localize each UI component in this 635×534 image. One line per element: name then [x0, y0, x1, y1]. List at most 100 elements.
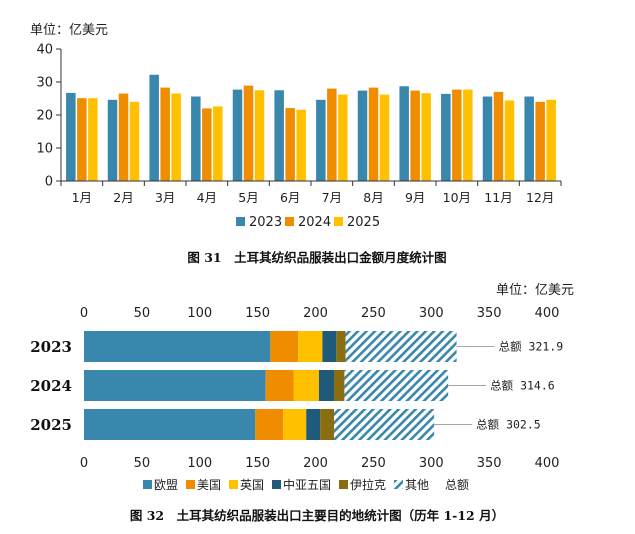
chart2-segment-其他 — [344, 370, 449, 401]
chart2-legend-label-美国: 美国 — [197, 478, 221, 492]
chart2-legend-swatch-伊拉克 — [339, 480, 348, 489]
chart2-segment-中亚五国 — [318, 370, 335, 401]
chart1-x-axis: 1月 2月 3月 4月 5月 6月 7月 8月 9月 10月 11月 12月 — [60, 180, 562, 205]
chart2-legend-swatch-其他 — [394, 480, 403, 489]
chart1-bar-2023 — [191, 96, 201, 181]
chart1-x-tick-label: 9月 — [405, 190, 425, 205]
chart1-bar-2024 — [243, 85, 254, 181]
chart2-top-tick-label: 300 — [419, 306, 444, 321]
chart1-x-tick-label: 3月 — [155, 190, 175, 205]
chart1-x-tick-label: 11月 — [484, 190, 512, 205]
chart1-x-tick-label: 6月 — [280, 190, 300, 205]
chart2-segment-欧盟 — [84, 331, 271, 362]
chart1-bar-2025 — [129, 101, 140, 181]
chart2-legend-label-英国: 英国 — [240, 478, 264, 492]
chart1-unit-label: 单位：亿美元 — [30, 23, 108, 38]
chart2-segment-中亚五国 — [322, 331, 337, 362]
chart2-segment-英国 — [298, 331, 323, 362]
chart1-bar-2023 — [357, 90, 368, 181]
chart1-bar-2023 — [482, 96, 493, 181]
chart2-top-tick-label: 400 — [535, 306, 560, 321]
chart1-x-tick-label: 7月 — [322, 190, 342, 205]
chart1-bar-2025 — [546, 99, 556, 181]
chart1-bar-2024 — [368, 87, 379, 181]
chart2-legend-label-其他: 其他 — [405, 478, 429, 492]
chart1-x-tick-label: 2月 — [113, 190, 133, 205]
chart1-bar-2024 — [202, 108, 212, 181]
chart1-bar-2024 — [160, 87, 170, 181]
chart1-bar-2023 — [524, 96, 534, 181]
chart1-legend-swatch-2023 — [236, 217, 245, 226]
chart1-bar-2024 — [452, 89, 462, 181]
chart2-legend: 欧盟 美国 英国 中亚五国 伊拉克 其他 总额 — [143, 477, 469, 492]
chart1-bar-2023 — [66, 92, 76, 181]
chart2-legend-swatch-美国 — [186, 480, 195, 489]
chart1-bar-2025 — [421, 93, 431, 181]
chart1-x-tick-label: 4月 — [197, 190, 217, 205]
chart1-x-tick-label: 8月 — [363, 190, 383, 205]
chart2-top-tick-label: 150 — [245, 306, 270, 321]
chart2-top-tick-label: 200 — [303, 306, 328, 321]
chart1-bar-2025 — [171, 93, 181, 181]
chart2-bottom-tick-label: 350 — [477, 456, 502, 471]
chart2-total-label: 总额 314.6 — [490, 379, 555, 393]
chart2-segment-美国 — [255, 409, 284, 440]
chart1-legend-swatch-2025 — [334, 217, 343, 226]
chart2-bottom-tick-label: 0 — [80, 456, 88, 471]
chart2-segment-伊拉克 — [334, 370, 345, 401]
chart1-x-tick-label: 5月 — [238, 190, 258, 205]
chart1-legend-label-2023: 2023 — [249, 215, 282, 230]
chart2-segment-伊拉克 — [336, 331, 346, 362]
chart1-bar-2025 — [338, 94, 348, 181]
chart2-top-tick-label: 100 — [187, 306, 212, 321]
chart1-y-tick-label: 30 — [36, 76, 53, 91]
chart2-caption: 图 32 土耳其纺织品服装出口主要目的地统计图（历年 1-12 月） — [130, 508, 504, 523]
chart2-legend-label-total: 总额 — [445, 478, 469, 492]
chart2-segment-伊拉克 — [320, 409, 335, 440]
chart2-segment-其他 — [345, 331, 457, 362]
chart1-bar-2024 — [535, 101, 545, 181]
chart2-category-label: 2024 — [30, 377, 72, 395]
chart1-bar-2023 — [399, 86, 409, 181]
chart1-bar-2024 — [493, 91, 504, 181]
chart2-bars: 2023 总额 321.9 2024 总额 314.6 2025 总额 302.5 — [30, 331, 563, 440]
chart1-y-tick-label: 40 — [36, 43, 53, 58]
chart1-legend-label-2024: 2024 — [298, 215, 331, 230]
chart2-bottom-tick-label: 400 — [535, 456, 560, 471]
chart2-legend-label-欧盟: 欧盟 — [154, 478, 178, 492]
chart1-bar-2024 — [77, 98, 87, 181]
chart1-y-tick-label: 0 — [45, 175, 53, 190]
chart2-bottom-tick-label: 50 — [134, 456, 151, 471]
chart1-x-tick-label: 10月 — [443, 190, 471, 205]
chart1-bar-2024 — [118, 93, 129, 181]
chart2-bottom-tick-label: 300 — [419, 456, 444, 471]
chart1-legend: 2023 2024 2025 — [236, 215, 380, 230]
chart2-top-tick-label: 350 — [477, 306, 502, 321]
chart1-bar-2025 — [88, 98, 98, 181]
chart1-bars — [66, 74, 556, 181]
chart1-bar-2025 — [296, 109, 306, 181]
chart2-total-label: 总额 302.5 — [476, 418, 541, 432]
chart1-y-tick-label: 20 — [36, 109, 53, 124]
chart2-legend-swatch-欧盟 — [143, 480, 152, 489]
chart1-bar-2023 — [107, 99, 118, 181]
chart2-top-axis: 0 50 100 150 200 250 300 350 400 — [80, 306, 560, 321]
chart1-bar-2024 — [410, 90, 420, 181]
chart2-top-tick-label: 50 — [134, 306, 151, 321]
chart1-x-tick-label: 1月 — [72, 190, 92, 205]
chart1-bar-2023 — [274, 90, 284, 181]
chart2-bottom-tick-label: 100 — [187, 456, 212, 471]
chart2-legend-swatch-中亚五国 — [272, 480, 281, 489]
chart1-legend-label-2025: 2025 — [347, 215, 380, 230]
chart2-legend-swatch-英国 — [229, 480, 238, 489]
chart1-bar-2025 — [463, 89, 473, 181]
chart2-category-label: 2023 — [30, 338, 72, 356]
chart2-segment-其他 — [334, 409, 435, 440]
chart1-bar-2023 — [316, 99, 326, 181]
chart1-bar-2024 — [285, 108, 295, 181]
chart2-segment-欧盟 — [84, 409, 256, 440]
chart1-bar-2025 — [504, 100, 515, 181]
chart1-caption: 图 31 土耳其纺织品服装出口金额月度统计图 — [187, 250, 446, 265]
chart2-bottom-tick-label: 200 — [303, 456, 328, 471]
